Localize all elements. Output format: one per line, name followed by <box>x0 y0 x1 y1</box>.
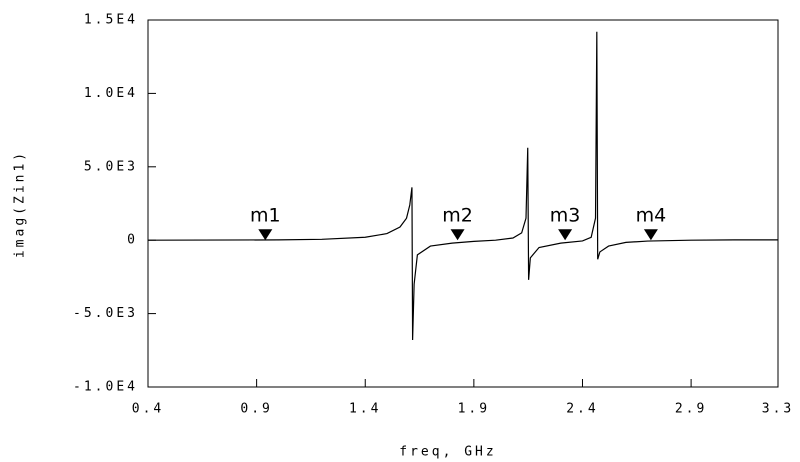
marker <box>644 229 658 240</box>
x-tick-label: 0.9 <box>240 402 272 417</box>
chart: freq, GHz imag(Zin1) -1.0E4 -5.0E3 0 5.0E3 1… <box>0 0 800 462</box>
marker <box>451 229 465 240</box>
y-tick-label: 0 <box>127 233 138 248</box>
marker-label: m2 <box>442 205 473 227</box>
plot-frame <box>148 20 778 387</box>
y-tick-label: -1.0E4 <box>73 380 138 395</box>
marker <box>558 229 572 240</box>
marker-label: m4 <box>636 205 667 227</box>
page: freq, GHz imag(Zin1) -1.0E4 -5.0E3 0 5.0E3 1… <box>0 0 800 462</box>
y-tick-label: 1.0E4 <box>84 86 138 101</box>
x-tick-label: 1.4 <box>349 402 381 417</box>
x-axis-label: freq, GHz <box>399 445 496 460</box>
y-tick-label: -5.0E3 <box>73 306 138 321</box>
marker-label: m1 <box>250 205 281 227</box>
y-tick-label: 5.0E3 <box>84 159 138 174</box>
y-tick-label: 1.5E4 <box>84 13 138 28</box>
y-axis-label: imag(Zin1) <box>13 150 28 258</box>
x-tick-label: 3.3 <box>762 402 794 417</box>
x-tick-label: 0.4 <box>132 402 164 417</box>
marker <box>258 229 272 240</box>
x-tick-label: 1.9 <box>458 402 490 417</box>
x-tick-label: 2.4 <box>566 402 598 417</box>
series-line <box>148 32 778 340</box>
marker-label: m3 <box>550 205 581 227</box>
x-tick-label: 2.9 <box>675 402 707 417</box>
